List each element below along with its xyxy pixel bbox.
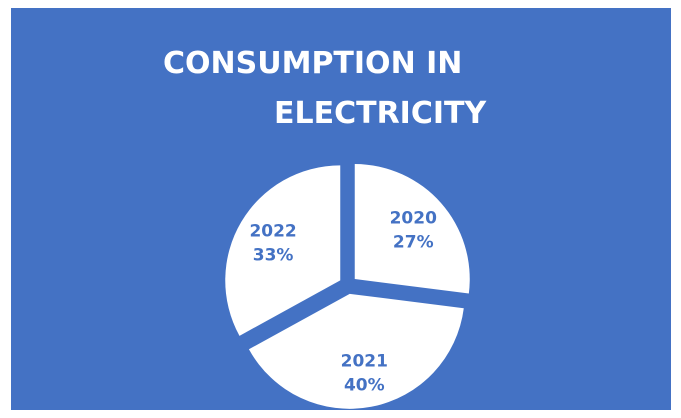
chart-area: CONSUMPTION IN ELECTRICITY 2020 27% 2021 40… <box>11 8 671 410</box>
slice-category-label: 2020 <box>390 208 437 228</box>
pie-chart: 2020 27% 2021 40% 2022 33% <box>225 164 470 409</box>
slice-value-label: 40% <box>344 375 385 395</box>
slice-category-label: 2021 <box>341 351 388 371</box>
chart-title-line-2: ELECTRICITY <box>274 96 487 131</box>
slice-value-label: 33% <box>253 246 294 266</box>
slice-value-label: 27% <box>393 232 434 252</box>
chart-title-line-1: CONSUMPTION IN <box>163 46 463 81</box>
pie-slice-2022 <box>225 165 341 336</box>
slice-category-label: 2022 <box>249 222 296 242</box>
pie-slice-2020 <box>354 164 470 294</box>
pie-slice-2021 <box>248 293 464 409</box>
